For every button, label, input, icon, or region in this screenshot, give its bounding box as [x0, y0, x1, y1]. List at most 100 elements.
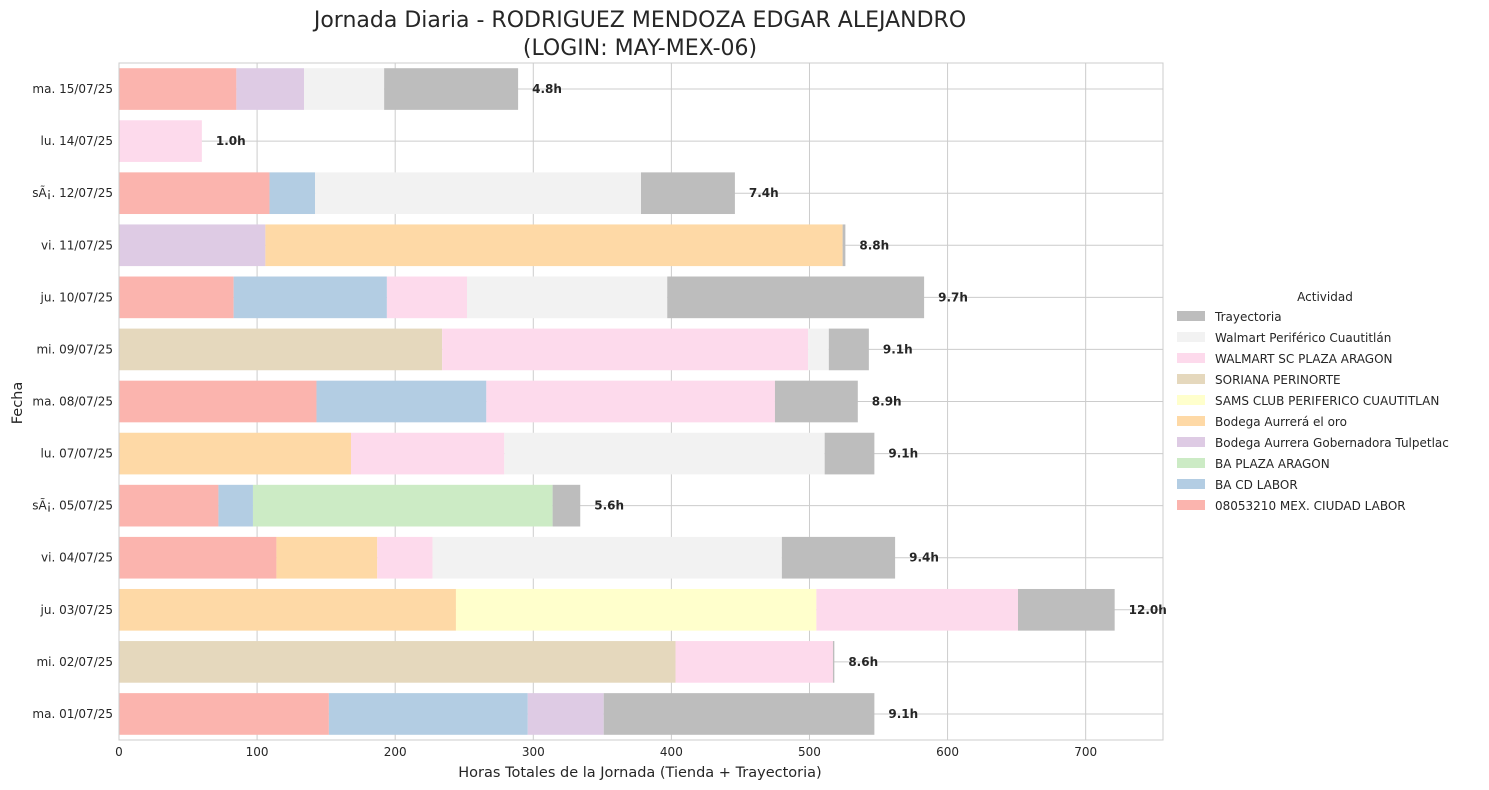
x-tick-label: 700 — [1074, 745, 1097, 759]
y-tick-label: lu. 14/07/25 — [41, 134, 113, 148]
total-label: 8.8h — [859, 238, 889, 252]
bar-segment — [119, 432, 351, 475]
legend: Actividad Trayectoria Walmart Periférico … — [1177, 290, 1449, 513]
x-tick-label: 600 — [936, 745, 959, 759]
legend-entry: 08053210 MEX. CIUDAD LABOR — [1215, 499, 1406, 513]
bar-segment — [119, 693, 329, 735]
chart-title: Jornada Diaria - RODRIGUEZ MENDOZA EDGAR… — [312, 8, 966, 33]
bar-segment — [304, 68, 385, 110]
bar-segment — [328, 693, 528, 735]
y-tick-label: lu. 07/07/25 — [41, 447, 113, 461]
bar-segment — [315, 172, 641, 215]
bars — [119, 68, 1115, 735]
y-tick-labels: ma. 15/07/25 lu. 14/07/25 sÃ¡. 12/07/25 vi.… — [32, 82, 113, 721]
legend-entry: SORIANA PERINORTE — [1215, 373, 1341, 387]
bar-segment — [552, 484, 581, 527]
legend-entry: Walmart Periférico Cuautitlán — [1215, 331, 1391, 345]
bar-segment — [119, 276, 234, 319]
bar-segment — [316, 380, 487, 423]
total-label: 9.7h — [938, 290, 968, 304]
bar-segment — [774, 380, 858, 423]
legend-swatch — [1177, 374, 1205, 384]
total-label: 9.4h — [909, 551, 939, 565]
bar-segment — [265, 224, 843, 267]
legend-swatch — [1177, 416, 1205, 426]
x-tick-label: 500 — [798, 745, 821, 759]
bar-segment — [276, 536, 378, 579]
legend-swatch — [1177, 500, 1205, 510]
x-tick-label: 400 — [660, 745, 683, 759]
bar-segment — [119, 484, 219, 527]
x-tick-label: 200 — [384, 745, 407, 759]
total-labels: 4.8h 1.0h 7.4h 8.8h 9.7h 9.1h 8.9h 9.1h 5.6h 9.4h… — [216, 82, 1167, 721]
bar-segment — [119, 641, 676, 683]
bar-segment — [119, 172, 270, 215]
bar-segment — [119, 588, 456, 631]
bar-segment — [384, 68, 519, 110]
chart-subtitle: (LOGIN: MAY-MEX-06) — [523, 36, 757, 61]
bar-segment — [824, 432, 875, 475]
y-axis-label: Fecha — [10, 382, 26, 425]
bar-segment — [828, 328, 869, 371]
total-label: 12.0h — [1129, 603, 1167, 617]
y-tick-label: ma. 08/07/25 — [32, 395, 113, 409]
legend-swatch — [1177, 437, 1205, 447]
bar-segment — [781, 536, 896, 579]
bar-segment — [842, 224, 846, 267]
bar-segment — [233, 276, 387, 319]
legend-swatch — [1177, 332, 1205, 342]
y-tick-label: ma. 01/07/25 — [32, 707, 113, 721]
total-label: 5.6h — [594, 499, 624, 513]
legend-entry: BA CD LABOR — [1215, 478, 1298, 492]
bar-segment — [119, 536, 277, 579]
legend-title: Actividad — [1297, 290, 1353, 304]
legend-swatch — [1177, 395, 1205, 405]
bar-segment — [252, 484, 553, 527]
total-label: 9.1h — [883, 342, 913, 356]
bar-segment — [816, 588, 1018, 631]
bar-segment — [1018, 588, 1115, 631]
bar-segment — [119, 224, 266, 267]
bar-segment — [808, 328, 829, 371]
bar-segment — [432, 536, 782, 579]
legend-swatch — [1177, 479, 1205, 489]
bar-segment — [603, 693, 875, 735]
total-label: 7.4h — [749, 186, 779, 200]
bar-segment — [641, 172, 735, 215]
bar-segment — [119, 120, 202, 162]
legend-swatch — [1177, 458, 1205, 468]
y-tick-label: sÃ¡. 05/07/25 — [32, 498, 113, 513]
total-label: 4.8h — [532, 82, 562, 96]
bar-segment — [504, 432, 825, 475]
bar-segment — [832, 641, 835, 683]
bar-segment — [377, 536, 433, 579]
x-tick-labels: 0 100 200 300 400 500 600 700 — [115, 745, 1097, 759]
bar-segment — [269, 172, 316, 215]
bar-segment — [667, 276, 925, 319]
legend-entry: Trayectoria — [1214, 310, 1282, 324]
legend-entry: Bodega Aurrerá el oro — [1215, 415, 1347, 429]
y-tick-label: vi. 11/07/25 — [41, 238, 113, 252]
y-tick-label: ju. 10/07/25 — [40, 290, 113, 304]
bar-segment — [455, 588, 817, 631]
x-axis-label: Horas Totales de la Jornada (Tienda + Tr… — [458, 765, 821, 781]
legend-entry: BA PLAZA ARAGON — [1215, 457, 1330, 471]
y-tick-label: mi. 02/07/25 — [36, 655, 113, 669]
y-tick-label: vi. 04/07/25 — [41, 551, 113, 565]
y-tick-label: ju. 03/07/25 — [40, 603, 113, 617]
total-label: 8.9h — [872, 395, 902, 409]
bar-segment — [119, 68, 237, 110]
x-tick-label: 100 — [246, 745, 269, 759]
legend-swatch — [1177, 353, 1205, 363]
bar-segment — [486, 380, 775, 423]
bar-segment — [527, 693, 604, 735]
y-tick-label: sÃ¡. 12/07/25 — [32, 185, 113, 200]
bar-segment — [218, 484, 253, 527]
total-label: 1.0h — [216, 134, 246, 148]
bar-segment — [351, 432, 505, 475]
y-tick-label: mi. 09/07/25 — [36, 342, 113, 356]
legend-entry: WALMART SC PLAZA ARAGON — [1215, 352, 1393, 366]
total-label: 9.1h — [888, 707, 918, 721]
legend-entry: Bodega Aurrera Gobernadora Tulpetlac — [1215, 436, 1449, 450]
